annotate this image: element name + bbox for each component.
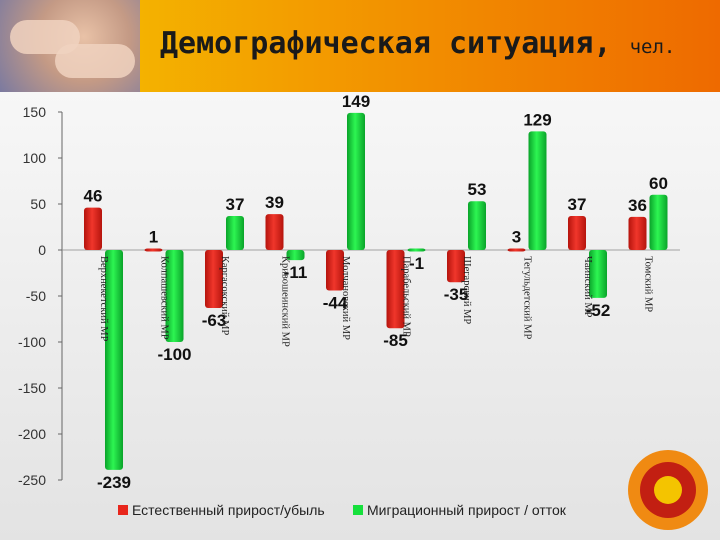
bar-natural	[386, 250, 405, 329]
bar-migration	[286, 250, 305, 261]
hand-shape	[55, 44, 135, 78]
data-label: 1	[149, 228, 158, 247]
data-label: 37	[226, 195, 245, 214]
header-photo	[0, 0, 140, 92]
legend-swatch-migration	[353, 505, 363, 515]
y-tick-label: -100	[18, 334, 46, 350]
data-label: -52	[586, 301, 611, 320]
data-label: -35	[444, 285, 469, 304]
data-label: -85	[383, 331, 408, 350]
category-label: Молчановский МР	[340, 256, 351, 340]
title-text: Демографическая ситуация,	[160, 26, 612, 61]
bar-migration	[165, 250, 184, 342]
bar-migration	[347, 112, 365, 250]
data-label: -44	[323, 293, 348, 312]
legend-swatch-natural	[118, 505, 128, 515]
title-unit: чел.	[629, 36, 676, 58]
bar-natural	[568, 215, 586, 250]
category-label: Чаинский МР	[582, 256, 593, 318]
y-tick-label: -150	[18, 380, 46, 396]
data-label: -239	[97, 473, 131, 492]
y-tick-label: -200	[18, 426, 46, 442]
bar-natural	[205, 250, 223, 308]
y-tick-label: 150	[23, 104, 47, 120]
bar-natural	[447, 250, 465, 283]
data-label: 60	[649, 174, 668, 193]
data-label: -1	[409, 254, 424, 273]
bar-migration	[649, 194, 668, 250]
slide-header: Демографическая ситуация, чел.	[0, 0, 720, 92]
data-label: 129	[523, 110, 551, 129]
data-label: 149	[342, 92, 370, 111]
legend: Естественный прирост/убыль Миграционный …	[118, 502, 567, 518]
bar-natural	[84, 207, 102, 250]
y-tick-label: 0	[38, 242, 46, 258]
slide-title: Демографическая ситуация, чел.	[160, 26, 675, 61]
bar-natural	[265, 214, 284, 250]
bar-migration	[226, 215, 244, 250]
bars-group	[84, 112, 668, 470]
y-tick-label: 50	[30, 196, 46, 212]
bar-migration	[105, 250, 123, 470]
data-label: -63	[202, 311, 227, 330]
y-tick-label: -50	[26, 288, 46, 304]
category-label: Колпашевский МР	[159, 256, 170, 340]
data-label: 46	[84, 187, 103, 206]
category-label: Каргасокский МР	[219, 256, 230, 335]
legend-natural-text: Естественный прирост/убыль	[132, 502, 325, 518]
bar-natural	[628, 216, 647, 250]
bar-natural	[326, 250, 344, 291]
data-label: 3	[512, 228, 521, 247]
data-label: 39	[265, 193, 284, 212]
data-label: 53	[468, 180, 487, 199]
data-label: -100	[157, 345, 191, 364]
category-label: Парабельский МР	[401, 256, 412, 337]
category-label: Томский МР	[643, 256, 654, 312]
data-labels: 46 -239 1 -100 -63 37 39 -11 -44 149 -85 -1 -35 53 3 12…	[84, 92, 668, 492]
y-tick-label: 100	[23, 150, 47, 166]
legend-migration-text: Миграционный прирост / отток	[367, 502, 567, 518]
category-label: Тегульдетский МР	[522, 256, 533, 339]
data-label: 36	[628, 196, 647, 215]
data-label: -11	[284, 263, 308, 282]
bar-natural	[507, 248, 526, 252]
y-tick-label: -250	[18, 472, 46, 488]
category-label: Шегарский МР	[461, 256, 472, 324]
category-label: Кривошеинский МР	[280, 256, 291, 347]
bar-migration	[407, 248, 426, 252]
category-labels: Верхнекетский МР Колпашевский МР Каргасокс…	[98, 256, 654, 347]
data-label: 37	[568, 195, 587, 214]
category-label: Верхнекетский МР	[98, 256, 109, 342]
bar-migration	[528, 131, 547, 250]
bar-natural	[144, 248, 163, 252]
bar-migration	[468, 201, 486, 250]
bar-migration	[589, 250, 607, 298]
